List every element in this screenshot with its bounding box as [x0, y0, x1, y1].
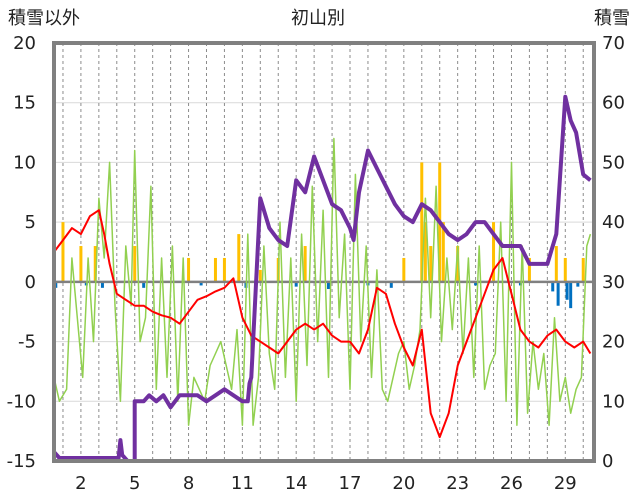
right-tick-label: 20: [602, 332, 625, 353]
right-axis-label: 積雪: [594, 8, 630, 29]
left-axis-ticks: -15 -10 -5 0 5 10 15 20: [7, 33, 36, 472]
bar-positive: [423, 222, 427, 282]
right-tick-label: 0: [602, 451, 613, 472]
left-tick-label: 0: [25, 272, 36, 293]
left-tick-label: 10: [13, 152, 36, 173]
bar-positive: [237, 234, 241, 282]
right-tick-label: 50: [602, 152, 625, 173]
right-axis-ticks: 0 10 20 30 40 50 60 70: [602, 33, 625, 472]
bar-negative: [556, 281, 560, 306]
bar-negative: [294, 281, 298, 287]
x-axis-ticks: 2 5 8 11 14 17 20 23 26 29: [75, 473, 577, 494]
bar-positive: [187, 257, 191, 282]
bar-negative: [100, 281, 104, 288]
left-tick-label: -5: [18, 332, 36, 353]
bar-negative: [569, 281, 573, 309]
left-tick-label: -10: [7, 391, 36, 412]
bar-positive: [420, 162, 424, 282]
bar-negative: [474, 281, 478, 286]
bar-negative: [389, 281, 393, 288]
bar-positive: [61, 222, 65, 282]
x-tick-label: 14: [285, 473, 308, 494]
bar-positive: [402, 257, 406, 282]
bar-positive: [527, 257, 531, 282]
bar-negative: [551, 281, 555, 292]
x-tick-label: 20: [392, 473, 415, 494]
x-tick-label: 2: [75, 473, 86, 494]
left-tick-label: 15: [13, 93, 36, 114]
right-tick-label: 70: [602, 33, 625, 54]
x-tick-label: 5: [129, 473, 140, 494]
plot-frame: [52, 41, 596, 463]
right-tick-label: 30: [602, 272, 625, 293]
chart-title: 初山別: [291, 8, 345, 29]
bar-positive: [581, 257, 585, 282]
x-tick-label: 8: [183, 473, 194, 494]
bar-positive: [554, 246, 558, 282]
series-line-purple: [52, 94, 592, 463]
bar-positive: [79, 246, 83, 282]
bar-positive: [258, 269, 262, 282]
bar-positive: [563, 257, 567, 282]
bar-positive: [222, 257, 226, 282]
right-tick-label: 60: [602, 93, 625, 114]
x-tick-label: 11: [231, 473, 254, 494]
x-tick-label: 29: [554, 473, 577, 494]
x-tick-label: 23: [446, 473, 469, 494]
data-series: [52, 94, 592, 463]
bar-negative: [565, 281, 569, 300]
x-tick-label: 17: [339, 473, 362, 494]
left-axis-label: 積雪以外: [8, 8, 80, 29]
bar-negative: [142, 281, 146, 288]
vertical-gridlines: [62, 43, 584, 461]
series-line-green: [53, 137, 592, 426]
series-line-red: [53, 209, 592, 439]
bar-positive: [213, 257, 217, 282]
bar-positive: [133, 246, 137, 282]
bar-negative: [576, 281, 580, 287]
left-tick-label: -15: [7, 451, 36, 472]
bar-positive: [429, 246, 433, 282]
bar-negative: [326, 281, 330, 290]
bar-positive: [492, 222, 496, 282]
x-tick-label: 26: [500, 473, 523, 494]
bar-positive: [93, 246, 97, 282]
bar-positive: [441, 222, 445, 282]
left-tick-label: 5: [25, 212, 36, 233]
right-tick-label: 40: [602, 212, 625, 233]
bar-positive: [303, 246, 307, 282]
bar-negative: [199, 281, 203, 286]
bar-positive: [456, 246, 460, 282]
left-tick-label: 20: [13, 33, 36, 54]
right-tick-label: 10: [602, 391, 625, 412]
